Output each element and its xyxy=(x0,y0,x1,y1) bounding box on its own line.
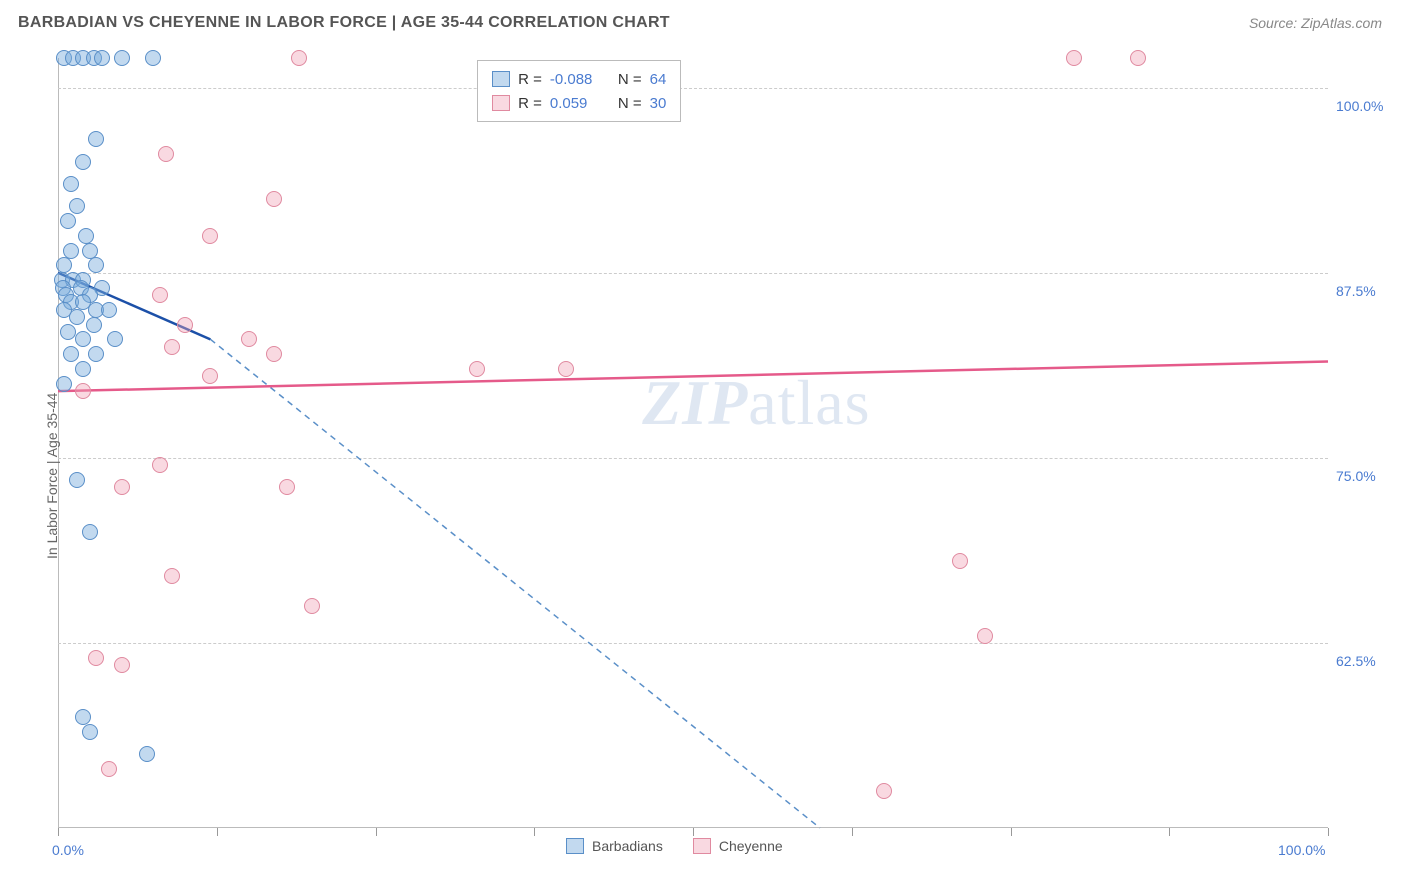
scatter-point xyxy=(241,331,257,347)
scatter-point xyxy=(164,339,180,355)
legend-r-label: R = xyxy=(518,95,542,112)
legend-label: Cheyenne xyxy=(719,838,783,854)
scatter-point xyxy=(145,50,161,66)
scatter-point xyxy=(75,361,91,377)
scatter-point xyxy=(107,331,123,347)
scatter-point xyxy=(56,257,72,273)
scatter-point xyxy=(86,317,102,333)
scatter-point xyxy=(82,724,98,740)
scatter-point xyxy=(977,628,993,644)
scatter-point xyxy=(75,383,91,399)
legend-swatch xyxy=(492,71,510,87)
legend-row: R = -0.088 N = 64 xyxy=(492,67,666,91)
scatter-point xyxy=(101,302,117,318)
header: BARBADIAN VS CHEYENNE IN LABOR FORCE | A… xyxy=(0,0,1406,42)
scatter-point xyxy=(177,317,193,333)
scatter-point xyxy=(75,331,91,347)
scatter-point xyxy=(139,746,155,762)
scatter-point xyxy=(558,361,574,377)
scatter-point xyxy=(60,324,76,340)
legend-r-value: -0.088 xyxy=(550,71,610,88)
legend-n-label: N = xyxy=(618,95,642,112)
scatter-point xyxy=(202,368,218,384)
scatter-point xyxy=(202,228,218,244)
scatter-point xyxy=(88,131,104,147)
series-legend: Barbadians Cheyenne xyxy=(566,838,783,854)
chart-source: Source: ZipAtlas.com xyxy=(1249,15,1382,31)
scatter-point xyxy=(952,553,968,569)
legend-n-value: 64 xyxy=(650,71,667,88)
scatter-point xyxy=(114,479,130,495)
scatter-point xyxy=(152,457,168,473)
scatter-point xyxy=(88,346,104,362)
scatter-point xyxy=(82,524,98,540)
legend-r-label: R = xyxy=(518,71,542,88)
scatter-point xyxy=(304,598,320,614)
scatter-point xyxy=(114,657,130,673)
scatter-point xyxy=(69,309,85,325)
scatter-point xyxy=(279,479,295,495)
scatter-point xyxy=(75,154,91,170)
scatter-point xyxy=(88,257,104,273)
scatter-point xyxy=(88,650,104,666)
scatter-point xyxy=(1130,50,1146,66)
legend-row: R = 0.059 N = 30 xyxy=(492,91,666,115)
legend-swatch xyxy=(492,95,510,111)
scatter-point xyxy=(876,783,892,799)
legend-item: Barbadians xyxy=(566,838,663,854)
scatter-point xyxy=(1066,50,1082,66)
legend-item: Cheyenne xyxy=(693,838,783,854)
scatter-point xyxy=(158,146,174,162)
scatter-point xyxy=(152,287,168,303)
legend-label: Barbadians xyxy=(592,838,663,854)
legend-n-label: N = xyxy=(618,71,642,88)
scatter-point xyxy=(63,346,79,362)
correlation-legend: R = -0.088 N = 64 R = 0.059 N = 30 xyxy=(477,60,681,122)
legend-swatch xyxy=(693,838,711,854)
scatter-point xyxy=(94,50,110,66)
scatter-point xyxy=(266,191,282,207)
scatter-point xyxy=(469,361,485,377)
trend-lines xyxy=(18,50,1388,888)
scatter-point xyxy=(291,50,307,66)
legend-r-value: 0.059 xyxy=(550,95,610,112)
scatter-point xyxy=(63,176,79,192)
legend-swatch xyxy=(566,838,584,854)
scatter-point xyxy=(114,50,130,66)
scatter-point xyxy=(63,243,79,259)
legend-n-value: 30 xyxy=(650,95,667,112)
scatter-point xyxy=(101,761,117,777)
scatter-point xyxy=(266,346,282,362)
scatter-point xyxy=(69,198,85,214)
scatter-point xyxy=(75,709,91,725)
scatter-point xyxy=(82,243,98,259)
scatter-point xyxy=(164,568,180,584)
scatter-point xyxy=(78,228,94,244)
scatter-point xyxy=(69,472,85,488)
chart-area: 62.5%75.0%87.5%100.0%0.0%100.0%In Labor … xyxy=(18,50,1388,856)
scatter-point xyxy=(56,376,72,392)
chart-title: BARBADIAN VS CHEYENNE IN LABOR FORCE | A… xyxy=(18,14,670,32)
scatter-point xyxy=(60,213,76,229)
